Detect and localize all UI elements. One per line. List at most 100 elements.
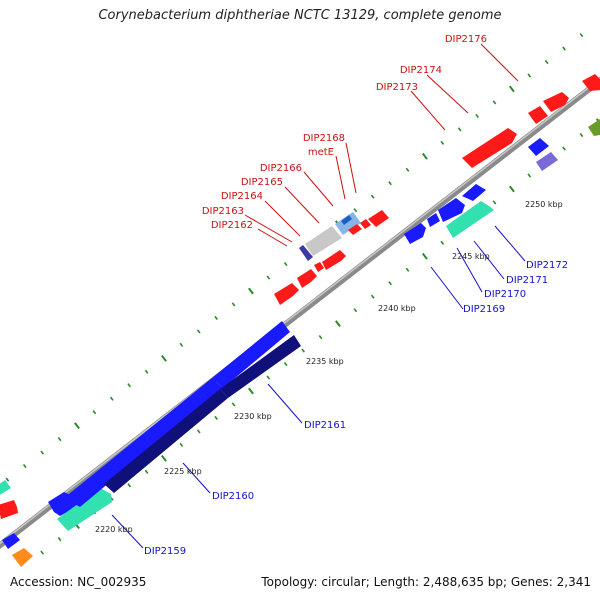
tick-mark bbox=[40, 450, 45, 455]
gene-feature[interactable] bbox=[582, 74, 600, 91]
gene-feature[interactable] bbox=[0, 500, 18, 519]
gene-label[interactable]: DIP2165 bbox=[241, 177, 283, 188]
gene-label[interactable]: DIP2166 bbox=[260, 163, 302, 174]
tick-mark bbox=[248, 287, 254, 295]
gene-feature[interactable] bbox=[438, 198, 465, 222]
gene-feature[interactable] bbox=[104, 389, 228, 493]
tick-mark bbox=[231, 302, 236, 307]
gene-feature[interactable] bbox=[12, 548, 33, 567]
tick-mark bbox=[22, 463, 27, 469]
gene-feature[interactable] bbox=[299, 245, 313, 261]
leader-line bbox=[111, 514, 144, 549]
tick-mark bbox=[283, 361, 288, 367]
gene-label[interactable]: DIP2164 bbox=[221, 191, 263, 202]
leader-line bbox=[430, 266, 464, 310]
gene-feature[interactable] bbox=[360, 219, 371, 229]
scale-label: 2240 kbp bbox=[378, 304, 416, 313]
gene-feature[interactable] bbox=[64, 378, 223, 507]
gene-label[interactable]: DIP2159 bbox=[144, 546, 186, 557]
tick-mark bbox=[92, 410, 97, 415]
tick-mark bbox=[214, 315, 219, 320]
leader-line bbox=[244, 214, 293, 243]
gene-feature[interactable] bbox=[322, 250, 346, 270]
tick-mark bbox=[527, 73, 532, 78]
gene-label[interactable]: DIP2168 bbox=[303, 133, 345, 144]
gene-label[interactable]: DIP2169 bbox=[463, 304, 505, 315]
gene-label[interactable]: DIP2163 bbox=[202, 206, 244, 217]
tick-mark bbox=[179, 342, 184, 347]
tick-mark bbox=[214, 415, 219, 420]
gene-feature[interactable] bbox=[305, 226, 342, 256]
label-leaders bbox=[111, 43, 526, 549]
gene-feature[interactable] bbox=[314, 262, 324, 272]
tick-mark bbox=[57, 537, 62, 542]
tick-mark bbox=[144, 369, 149, 374]
gene-feature[interactable] bbox=[427, 213, 440, 227]
tick-mark bbox=[492, 100, 497, 105]
gene-feature[interactable] bbox=[462, 128, 517, 168]
forward-genes bbox=[0, 74, 600, 519]
tick-mark bbox=[508, 85, 515, 93]
gene-feature[interactable] bbox=[536, 152, 558, 171]
gene-label[interactable]: DIP2171 bbox=[506, 275, 548, 286]
tick-mark bbox=[405, 267, 410, 272]
backbone-highlight bbox=[0, 77, 600, 545]
leader-line bbox=[284, 186, 320, 224]
tick-mark bbox=[405, 167, 410, 172]
gene-feature[interactable] bbox=[348, 224, 362, 235]
gene-feature[interactable] bbox=[274, 283, 299, 305]
gene-feature[interactable] bbox=[588, 119, 600, 136]
gene-feature[interactable] bbox=[220, 335, 301, 398]
gene-feature[interactable] bbox=[446, 201, 494, 238]
scale-label: 2225 kbp bbox=[164, 467, 202, 476]
gene-label[interactable]: DIP2162 bbox=[211, 220, 253, 231]
reverse-genes bbox=[0, 138, 558, 567]
genome-backbone bbox=[0, 76, 600, 550]
tick-mark bbox=[457, 127, 462, 132]
tick-mark bbox=[353, 208, 358, 213]
gene-label[interactable]: metE bbox=[308, 147, 334, 158]
gene-feature[interactable] bbox=[528, 106, 548, 124]
scale-label: 2250 kbp bbox=[525, 200, 563, 209]
tick-mark bbox=[127, 383, 132, 388]
gene-label[interactable]: DIP2176 bbox=[445, 34, 487, 45]
gene-label[interactable]: DIP2170 bbox=[484, 289, 526, 300]
scale-label: 2235 kbp bbox=[306, 357, 344, 366]
tick-mark bbox=[196, 329, 201, 334]
forward-gene-labels: DIP2176 DIP2174 DIP2173 DIP2168 metE DIP… bbox=[202, 34, 487, 231]
leader-line bbox=[345, 142, 357, 194]
tick-mark bbox=[161, 454, 167, 462]
leader-line bbox=[182, 462, 211, 494]
gene-label[interactable]: DIP2160 bbox=[212, 491, 254, 502]
leader-line bbox=[410, 90, 446, 131]
gene-feature[interactable] bbox=[543, 92, 569, 112]
gene-feature[interactable] bbox=[2, 533, 20, 549]
tick-mark bbox=[388, 281, 392, 286]
tick-mark bbox=[370, 294, 375, 299]
gene-feature[interactable] bbox=[57, 488, 112, 531]
tick-mark bbox=[318, 335, 323, 340]
gene-feature[interactable] bbox=[404, 223, 426, 244]
tick-mark bbox=[544, 59, 549, 65]
gene-label[interactable]: DIP2172 bbox=[526, 260, 568, 271]
gene-feature[interactable] bbox=[335, 212, 361, 235]
gene-feature[interactable] bbox=[462, 184, 486, 201]
gene-feature[interactable] bbox=[212, 321, 290, 388]
tick-mark bbox=[301, 348, 305, 353]
gene-label[interactable]: DIP2174 bbox=[400, 65, 442, 76]
gene-feature[interactable] bbox=[368, 210, 389, 227]
gene-feature[interactable] bbox=[0, 480, 11, 496]
tick-mark bbox=[266, 375, 271, 380]
gene-feature[interactable] bbox=[528, 138, 549, 156]
gene-label[interactable]: DIP2173 bbox=[376, 82, 418, 93]
tick-mark bbox=[475, 113, 479, 118]
leader-line bbox=[257, 228, 288, 247]
scale-label: 2230 kbp bbox=[234, 412, 272, 421]
tick-mark bbox=[127, 483, 132, 488]
gene-feature[interactable] bbox=[341, 215, 352, 225]
gene-feature[interactable] bbox=[297, 269, 317, 288]
gene-label[interactable]: DIP2161 bbox=[304, 420, 346, 431]
tick-mark bbox=[388, 181, 392, 186]
tick-mark bbox=[334, 320, 341, 328]
topology-text: Topology: circular; Length: 2,488,635 bp… bbox=[261, 575, 591, 589]
